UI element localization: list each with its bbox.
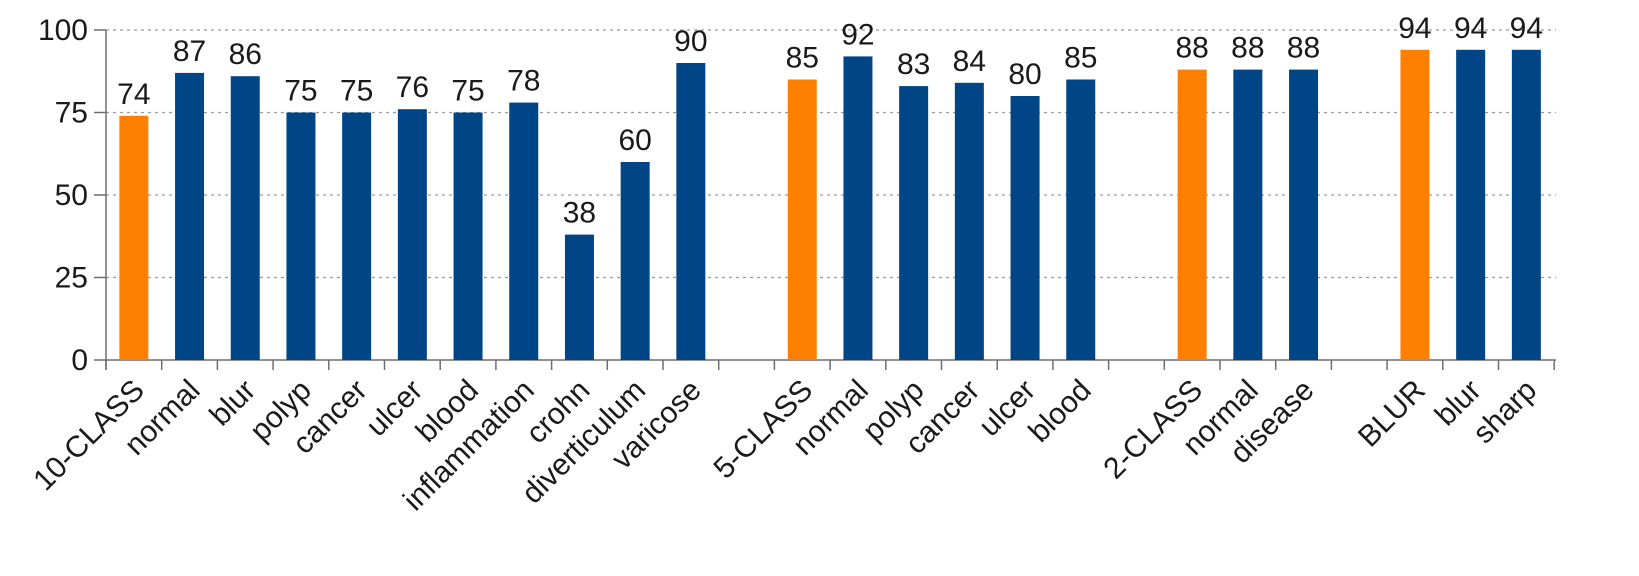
bars bbox=[119, 49, 1541, 361]
bar-blood bbox=[1066, 79, 1096, 360]
category-label: BLUR bbox=[1352, 374, 1432, 454]
y-tick-label: 50 bbox=[55, 179, 88, 212]
y-tick-label: 0 bbox=[71, 344, 88, 377]
data-label: 83 bbox=[897, 48, 930, 81]
bar-blur bbox=[1456, 49, 1486, 361]
bar-ulcer bbox=[397, 109, 427, 360]
bar-diverticulum bbox=[620, 162, 650, 360]
category-label: sharp bbox=[1467, 374, 1543, 450]
bar-sharp bbox=[1511, 49, 1541, 361]
bar-polyp bbox=[286, 112, 316, 360]
bar-varicose bbox=[676, 63, 706, 360]
bar-cancer bbox=[954, 82, 984, 361]
bar-blood bbox=[453, 112, 483, 360]
data-label: 60 bbox=[618, 124, 651, 157]
data-label: 75 bbox=[340, 75, 373, 108]
data-label: 94 bbox=[1510, 12, 1543, 45]
category-labels: 10-CLASSnormalblurpolypcancerulcerbloodi… bbox=[27, 374, 1543, 518]
data-label: 74 bbox=[117, 78, 150, 111]
bar-polyp bbox=[899, 86, 929, 360]
gridlines bbox=[106, 29, 1556, 279]
data-label: 87 bbox=[173, 35, 206, 68]
data-label: 78 bbox=[507, 65, 540, 98]
bar-crohn bbox=[564, 234, 594, 360]
bar-blur bbox=[230, 76, 260, 360]
data-label: 92 bbox=[841, 18, 874, 51]
axes: 0 25 50 75 100 bbox=[38, 14, 1556, 377]
bar-disease bbox=[1289, 69, 1319, 360]
data-label: 75 bbox=[451, 75, 484, 108]
y-tick-label: 75 bbox=[55, 97, 88, 130]
bar-normal bbox=[175, 72, 205, 361]
data-label: 80 bbox=[1008, 58, 1041, 91]
data-label: 88 bbox=[1287, 32, 1320, 65]
data-label: 90 bbox=[674, 25, 707, 58]
y-tick-label: 25 bbox=[55, 262, 88, 295]
data-label: 85 bbox=[1064, 42, 1097, 75]
data-label: 75 bbox=[284, 75, 317, 108]
bar-2-class bbox=[1177, 69, 1207, 360]
data-label: 86 bbox=[229, 38, 262, 71]
data-label: 85 bbox=[786, 42, 819, 75]
bar-blur bbox=[1400, 49, 1430, 361]
data-label: 94 bbox=[1454, 12, 1487, 45]
bar-normal bbox=[843, 56, 873, 361]
bar-inflammation bbox=[509, 102, 539, 360]
bar-10-class bbox=[119, 115, 149, 360]
data-labels: 74 87 86 75 75 76 75 78 38 60 90 85 92 83 84 80 85 88 88 88… bbox=[117, 12, 1543, 230]
data-label: 88 bbox=[1231, 32, 1264, 65]
bar-ulcer bbox=[1010, 96, 1040, 360]
category-label: blood bbox=[1022, 374, 1097, 449]
data-label: 88 bbox=[1175, 32, 1208, 65]
data-label: 38 bbox=[563, 197, 596, 230]
data-label: 94 bbox=[1398, 12, 1431, 45]
data-label: 84 bbox=[953, 45, 986, 78]
bar-cancer bbox=[342, 112, 372, 360]
bar-normal bbox=[1233, 69, 1263, 360]
data-label: 76 bbox=[396, 71, 429, 104]
bar-5-class bbox=[787, 79, 817, 360]
y-tick-label: 100 bbox=[38, 14, 88, 47]
